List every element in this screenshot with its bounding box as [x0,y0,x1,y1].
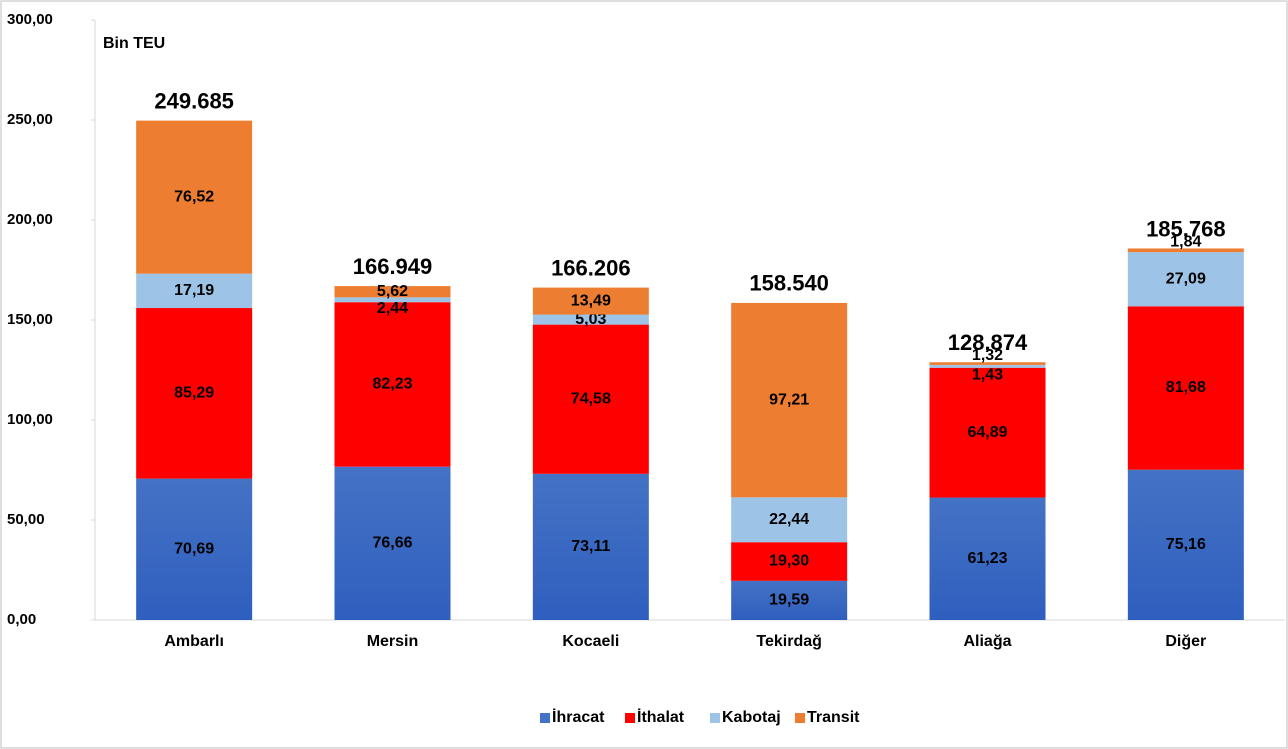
y-tick-label: 100,00 [7,411,53,428]
value-label: 70,69 [174,541,214,558]
legend-label: İthalat [637,708,685,726]
legend-swatch [540,713,550,723]
bar-segment [731,497,848,543]
total-label: 166.949 [353,254,433,279]
bar-segment [532,324,649,474]
value-label: 73,11 [571,538,610,555]
total-label: 185.768 [1146,216,1226,241]
value-label: 19,59 [769,592,809,609]
y-tick-label: 250,00 [7,111,53,128]
bar-segment [136,273,253,309]
value-label: 74,58 [571,390,611,407]
x-tick-label: Kocaeli [562,633,619,650]
x-tick-label: Tekirdağ [756,633,822,650]
bar-segment [929,497,1046,620]
bar-segment [929,364,1046,368]
bar-segment [1127,469,1244,620]
x-tick-label: Diğer [1165,633,1206,650]
legend-swatch [710,713,720,723]
bar-segment [731,302,848,498]
value-label: 1,43 [972,367,1003,384]
value-label: 76,66 [372,535,412,552]
legend-label: Kabotaj [722,709,781,726]
legend-swatch [795,713,805,723]
bar-segment [136,120,253,274]
x-tick-label: Ambarlı [164,633,224,650]
value-label: 19,30 [769,553,809,570]
value-label: 97,21 [769,391,809,408]
bar-segment [136,308,253,479]
y-tick-label: 200,00 [7,211,53,228]
value-label: 85,29 [174,385,214,402]
value-label: 61,23 [967,550,1007,567]
bar-segment [334,466,451,620]
value-label: 5,62 [377,283,408,300]
bar-segment [334,297,451,303]
total-label: 158.540 [749,271,829,296]
value-label: 13,49 [571,292,611,309]
y-tick-label: 300,00 [7,11,53,28]
value-label: 1,32 [972,347,1003,364]
bar-segment [334,302,451,467]
value-label: 81,68 [1166,379,1206,396]
bar-segment [929,362,1046,365]
bar-segment [532,314,649,325]
value-label: 64,89 [967,424,1007,441]
value-label: 5,03 [575,311,606,328]
value-label: 17,19 [174,282,214,299]
value-label: 82,23 [372,376,412,393]
value-label: 1,84 [1170,234,1201,251]
bar-segment [532,473,649,620]
bar-segment [731,580,848,620]
bar-segment [1127,248,1244,253]
legend-swatch [625,713,635,723]
bar-segment [929,367,1046,498]
legend-label: İhracat [552,708,605,726]
y-tick-label: 0,00 [7,611,36,628]
legend-label: Transit [807,709,860,726]
x-tick-label: Aliağa [963,633,1011,650]
total-label: 128.874 [948,330,1028,355]
y-tick-label: 50,00 [7,511,45,528]
bar-segment [731,542,848,581]
bar-segment [136,478,253,620]
total-label: 249.685 [154,88,234,113]
value-label: 76,52 [174,188,214,205]
total-label: 166.206 [551,255,631,280]
y-tick-label: 150,00 [7,311,53,328]
value-label: 27,09 [1166,270,1206,287]
x-tick-label: Mersin [367,633,419,650]
value-label: 22,44 [769,511,809,528]
bar-segment [1127,306,1244,470]
bar-segment [532,287,649,315]
y-axis-label: Bin TEU [103,35,165,52]
bar-segment [1127,252,1244,307]
bar-segment [334,286,451,298]
value-label: 75,16 [1166,536,1206,553]
value-label: 2,44 [377,300,408,317]
